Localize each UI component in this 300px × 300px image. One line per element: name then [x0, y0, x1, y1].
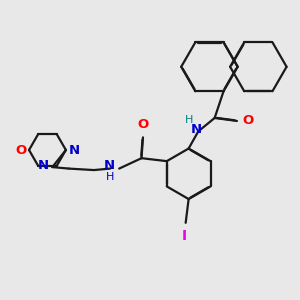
Text: O: O	[242, 115, 253, 128]
Text: H: H	[106, 172, 115, 182]
Text: I: I	[182, 230, 187, 243]
Text: N: N	[190, 123, 202, 136]
Text: O: O	[137, 118, 148, 131]
Text: N: N	[103, 159, 115, 172]
Text: H: H	[184, 115, 193, 125]
Text: O: O	[15, 143, 27, 157]
Text: N: N	[38, 159, 50, 172]
Text: N: N	[68, 143, 80, 157]
